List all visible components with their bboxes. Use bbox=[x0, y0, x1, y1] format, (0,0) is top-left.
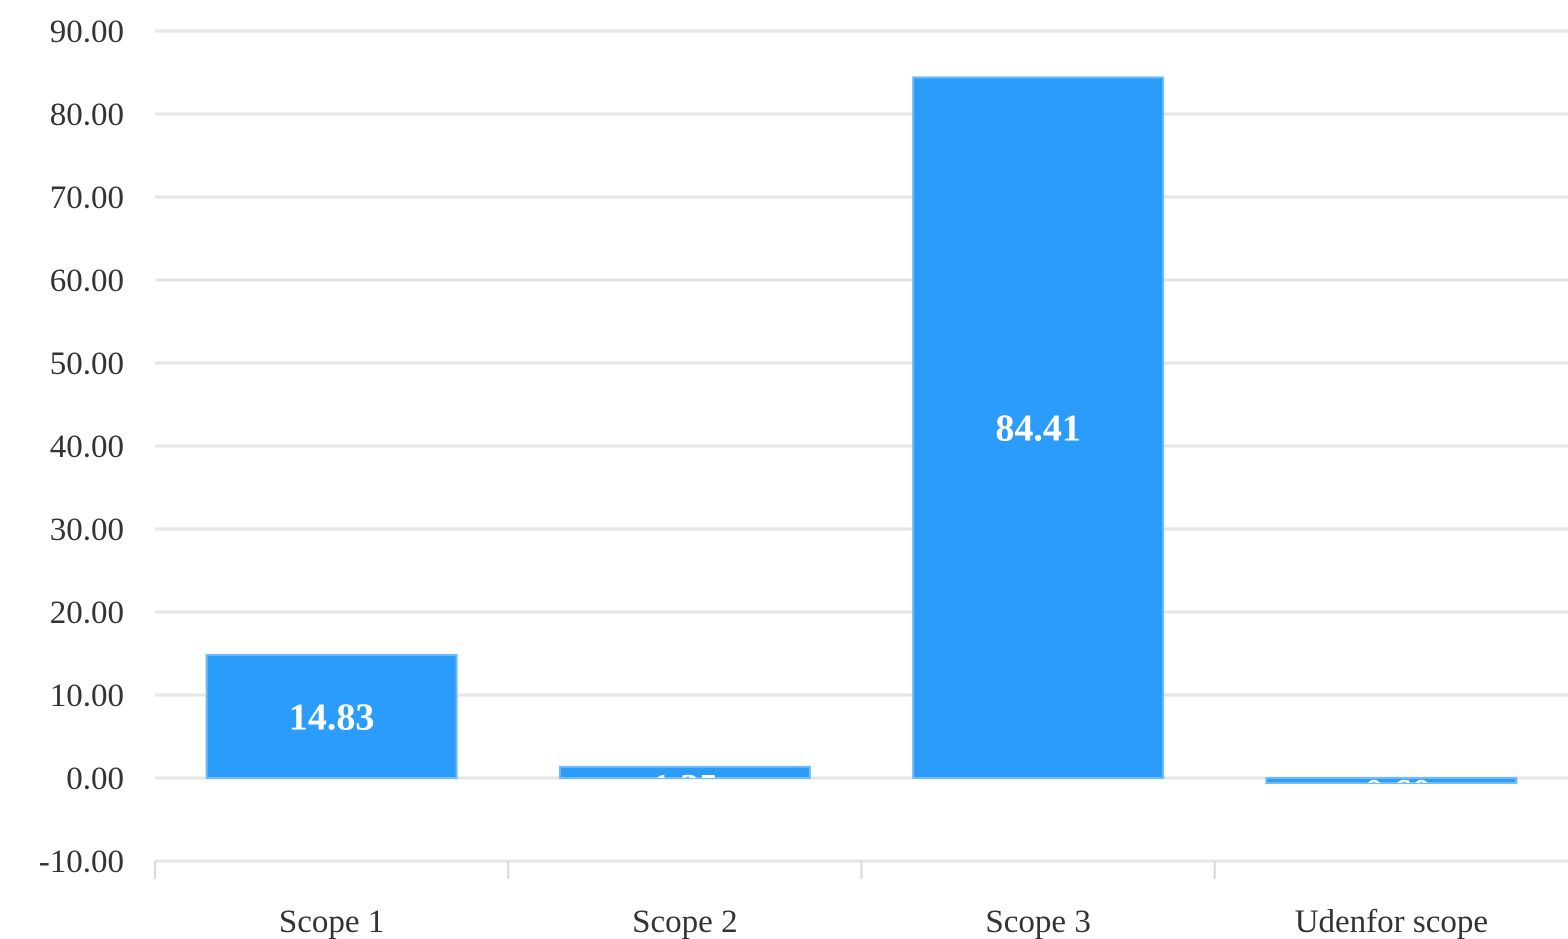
y-tick-label: 80.00 bbox=[50, 97, 124, 133]
data-label: -0.60 bbox=[1352, 772, 1431, 814]
y-tick-label: 50.00 bbox=[50, 346, 124, 382]
x-axis: Scope 1 Scope 2 Scope 3 Udenfor scope bbox=[154, 861, 1488, 939]
bars bbox=[205, 76, 1518, 784]
bar bbox=[558, 765, 811, 779]
y-axis-tick-labels: 90.00 80.00 70.00 60.00 50.00 40.00 30.00 20.00… bbox=[39, 14, 124, 880]
data-labels: 14.83 1.35 84.41 -0.60 bbox=[289, 408, 1431, 814]
data-label: 1.35 bbox=[652, 767, 719, 809]
bar bbox=[912, 76, 1165, 780]
data-label: 14.83 bbox=[289, 696, 375, 738]
y-tick-label: 70.00 bbox=[50, 180, 124, 216]
y-tick-label: 20.00 bbox=[50, 595, 124, 631]
x-tick-label: Udenfor scope bbox=[1295, 904, 1488, 939]
y-tick-label: 10.00 bbox=[50, 678, 124, 714]
y-tick-label: -10.00 bbox=[39, 844, 124, 880]
y-tick-label: 30.00 bbox=[50, 512, 124, 548]
data-label: 84.41 bbox=[995, 408, 1081, 450]
bar bbox=[1265, 777, 1518, 784]
y-tick-label: 60.00 bbox=[50, 263, 124, 299]
bar bbox=[205, 653, 458, 780]
y-tick-label: 90.00 bbox=[50, 14, 124, 50]
x-tick-label: Scope 3 bbox=[985, 904, 1090, 939]
y-tick-label: 40.00 bbox=[50, 429, 124, 465]
x-tick-label: Scope 2 bbox=[632, 904, 737, 939]
y-tick-label: 0.00 bbox=[66, 761, 124, 797]
x-tick-label: Scope 1 bbox=[279, 904, 384, 939]
